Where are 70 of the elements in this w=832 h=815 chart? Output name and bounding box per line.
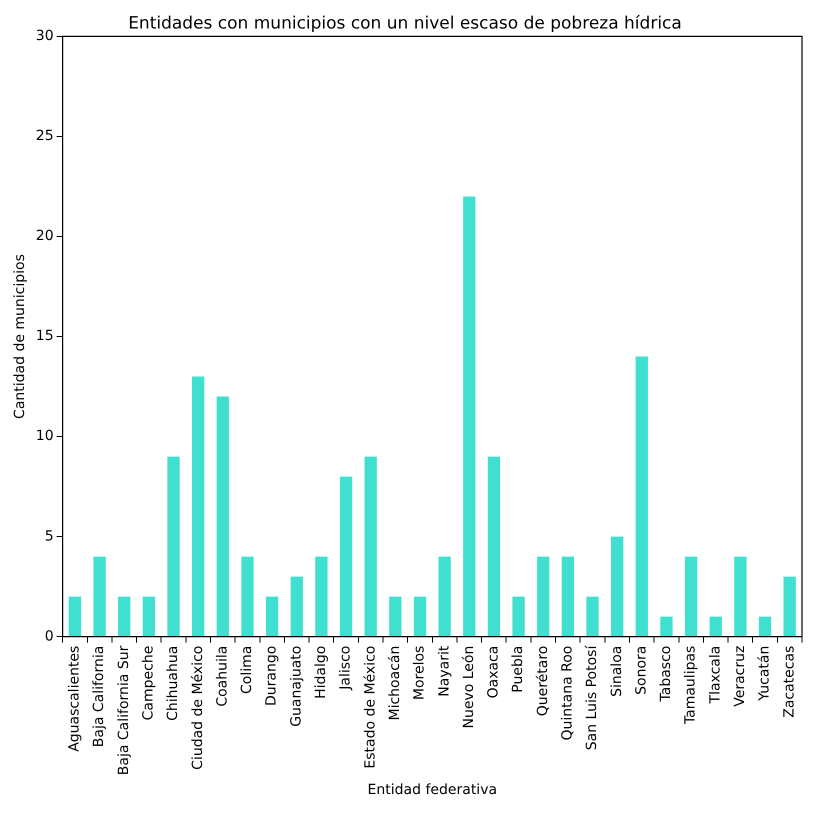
x-tick-label: Nayarit <box>436 645 452 697</box>
x-tick-label: Puebla <box>510 646 526 693</box>
x-tick-label: Michoacán <box>386 646 403 720</box>
bar <box>389 596 402 636</box>
x-tick-label: Veracruz <box>732 646 748 707</box>
x-tick-label: Morelos <box>412 646 428 700</box>
bar <box>784 576 796 636</box>
bar <box>710 616 722 636</box>
x-tick-label: Tabasco <box>658 646 674 702</box>
bar <box>241 556 254 636</box>
x-tick-label: Ciudad de México <box>190 646 206 770</box>
x-tick-label: Querétaro <box>534 646 551 716</box>
y-tick-label: 0 <box>44 628 54 644</box>
x-tick-label: Nuevo León <box>460 646 477 729</box>
x-tick-label: Zacatecas <box>781 646 798 718</box>
bar <box>68 596 82 636</box>
x-tick-label: Tlaxcala <box>707 646 724 704</box>
x-tick-label: Colima <box>239 646 256 694</box>
x-tick-label: Campeche <box>140 646 157 720</box>
bar <box>562 556 574 636</box>
y-tick-label: 20 <box>36 228 54 244</box>
bar <box>488 456 500 636</box>
y-tick-label: 30 <box>36 28 54 44</box>
x-tick-label: San Luis Potosí <box>584 644 600 750</box>
x-tick-label: Baja California <box>91 646 108 748</box>
bar <box>142 596 156 636</box>
x-tick-label: Jalisco <box>338 646 354 691</box>
chart-title: Entidades con municipios con un nivel escaso de pobreza hídrica <box>128 14 682 34</box>
x-tick-label: Quintana Roo <box>560 646 576 741</box>
bar <box>216 396 229 636</box>
bar <box>734 556 747 636</box>
x-tick-label: Tamaulipas <box>682 646 699 726</box>
x-tick-label: Yucatán <box>756 646 773 702</box>
bar <box>192 376 204 636</box>
y-tick-label: 10 <box>36 428 54 444</box>
bar <box>414 596 426 636</box>
bar <box>512 596 525 636</box>
x-tick-label: Aguascalientes <box>66 646 83 752</box>
bar <box>93 556 106 636</box>
bar <box>290 576 303 636</box>
x-axis-title: Entidad federativa <box>368 782 498 798</box>
x-tick-label: Estado de México <box>362 646 378 769</box>
y-tick-label: 5 <box>44 528 54 544</box>
x-tick-label: Coahuila <box>214 646 230 707</box>
bar <box>167 456 180 636</box>
x-tick-label: Guanajuato <box>288 646 304 727</box>
x-tick-label: Chihuahua <box>165 646 182 721</box>
bar <box>438 556 451 636</box>
bar <box>758 616 772 636</box>
bar <box>684 556 698 636</box>
y-tick-label: 25 <box>36 128 54 144</box>
bar <box>586 596 599 636</box>
bar <box>463 196 476 636</box>
bar <box>610 536 624 636</box>
bar <box>364 456 377 636</box>
x-tick-label: Sonora <box>633 646 650 695</box>
x-tick-label: Hidalgo <box>313 646 330 699</box>
bar <box>537 556 550 636</box>
bar <box>636 356 648 636</box>
x-tick-label: Sinaloa <box>608 646 625 697</box>
x-tick-label: Durango <box>264 646 280 706</box>
y-tick-label: 15 <box>36 328 54 344</box>
y-axis-title: Cantidad de municipios <box>12 254 28 419</box>
bar <box>315 556 328 636</box>
bar <box>660 616 673 636</box>
bar <box>340 476 352 636</box>
x-tick-label: Oaxaca <box>486 646 502 698</box>
bar <box>266 596 278 636</box>
bar <box>118 596 130 636</box>
x-tick-label: Baja California Sur <box>116 645 132 776</box>
